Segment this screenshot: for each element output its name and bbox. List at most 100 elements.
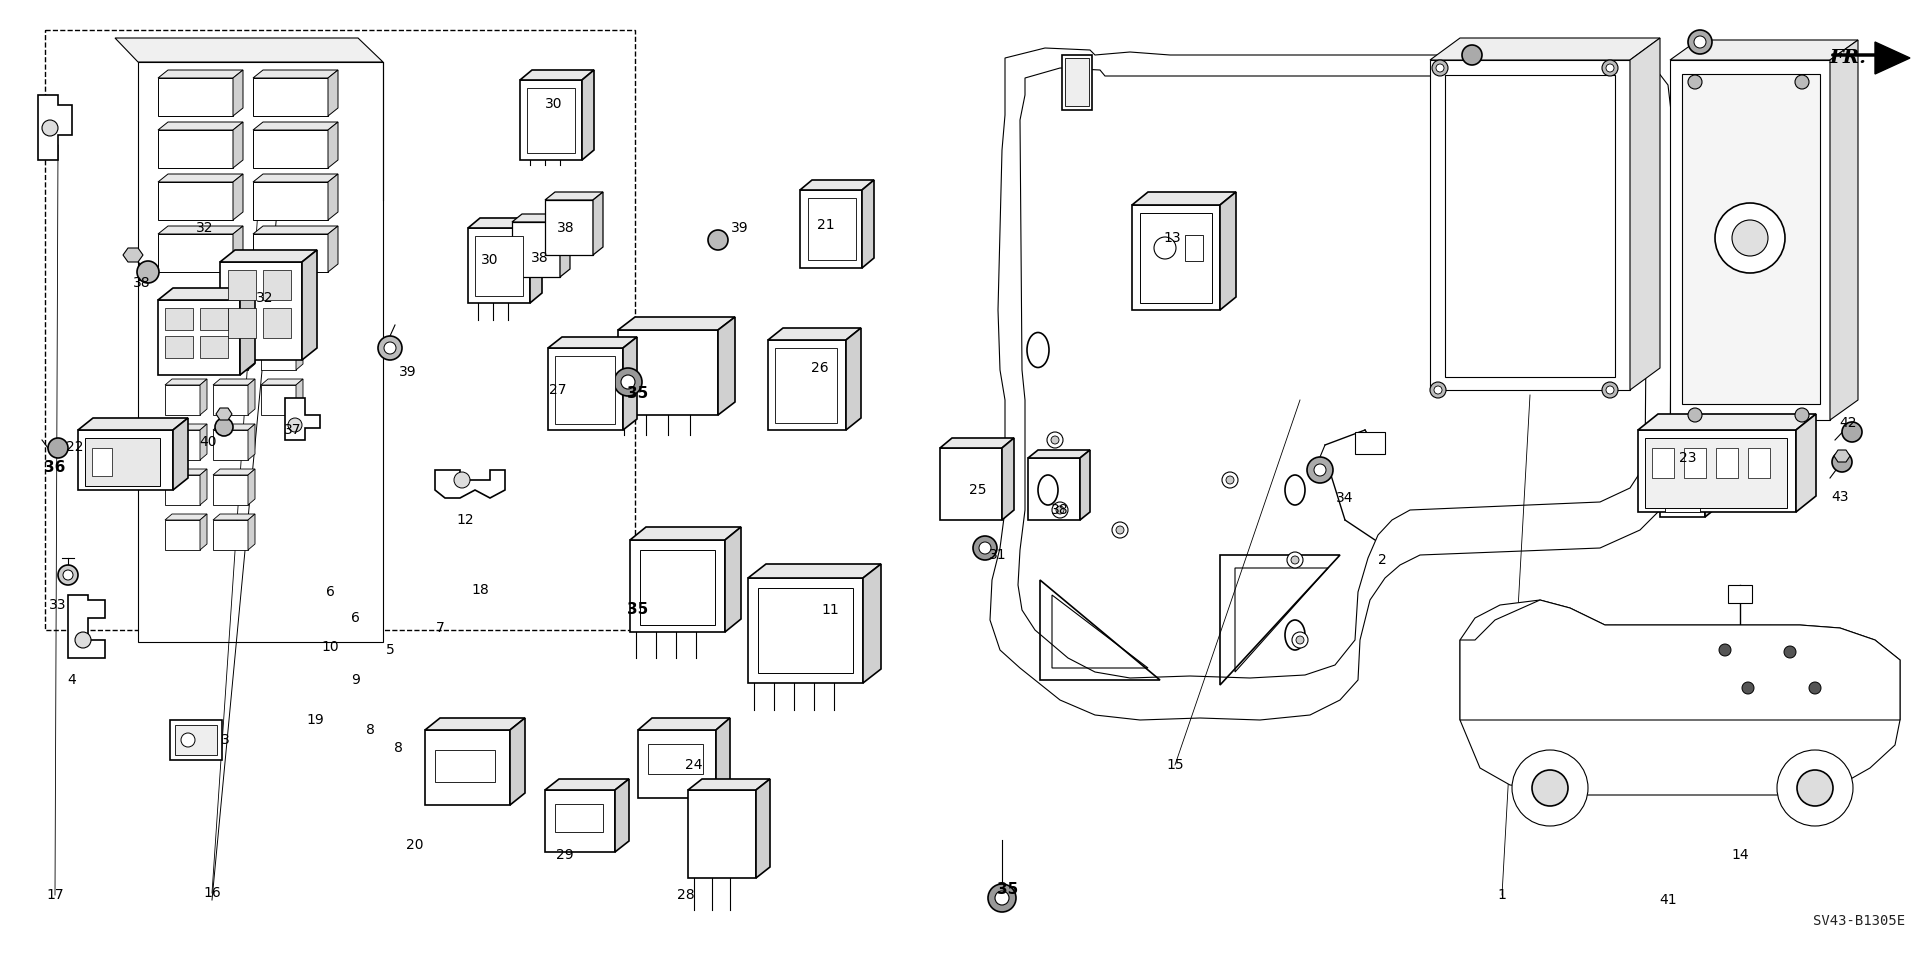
Bar [618,330,718,415]
Polygon shape [847,328,860,430]
Text: 4: 4 [67,673,77,687]
Text: 32: 32 [196,221,213,235]
Text: 8: 8 [365,723,374,737]
Polygon shape [284,398,321,440]
Bar [165,295,200,325]
Circle shape [1688,30,1713,54]
Bar [1747,448,1770,478]
Circle shape [1532,770,1569,806]
Polygon shape [561,214,570,277]
Polygon shape [1670,40,1859,60]
Polygon shape [513,214,570,222]
Polygon shape [248,514,255,550]
Text: 6: 6 [326,585,334,599]
Polygon shape [547,337,637,348]
Bar [941,448,1002,520]
Polygon shape [520,70,593,80]
Polygon shape [1876,42,1910,74]
Bar [84,438,159,486]
Circle shape [288,418,301,432]
Polygon shape [157,174,244,182]
Circle shape [1052,502,1068,518]
Polygon shape [253,174,338,182]
Bar [261,385,296,415]
Bar [808,198,856,260]
Circle shape [1693,36,1707,48]
Polygon shape [545,192,603,200]
Bar [157,234,232,272]
Polygon shape [157,226,244,234]
Polygon shape [1834,450,1851,462]
Circle shape [1112,522,1129,538]
Bar [213,430,248,460]
Circle shape [1116,526,1123,534]
Text: 3: 3 [221,733,228,747]
Text: 22: 22 [67,440,84,454]
Polygon shape [248,289,255,325]
Polygon shape [801,180,874,190]
Polygon shape [232,174,244,220]
Polygon shape [213,514,255,520]
Circle shape [1436,64,1444,72]
Circle shape [1290,556,1300,564]
Bar [92,448,111,476]
Text: 5: 5 [386,643,394,657]
Polygon shape [200,424,207,460]
Polygon shape [215,408,232,420]
Text: 31: 31 [989,548,1006,562]
Circle shape [1434,386,1442,394]
Text: 43: 43 [1832,490,1849,504]
Text: 34: 34 [1336,491,1354,505]
Circle shape [63,570,73,580]
Circle shape [1430,382,1446,398]
Bar [1716,448,1738,478]
Text: 16: 16 [204,886,221,900]
Bar [157,78,232,116]
Text: 35: 35 [996,882,1020,898]
Text: 36: 36 [44,460,65,474]
Bar [171,720,223,760]
Polygon shape [1027,450,1091,458]
Polygon shape [200,289,207,325]
Bar [228,308,255,338]
Circle shape [1601,382,1619,398]
Text: 27: 27 [549,383,566,397]
Bar [200,336,228,358]
Text: 42: 42 [1839,416,1857,430]
Circle shape [1605,386,1615,394]
Polygon shape [618,317,735,330]
Text: 13: 13 [1164,231,1181,245]
Bar [776,348,837,423]
Bar [545,790,614,852]
Polygon shape [862,564,881,683]
Circle shape [1809,682,1820,694]
Text: 18: 18 [470,583,490,597]
Circle shape [1795,408,1809,422]
Polygon shape [67,595,106,658]
Polygon shape [637,718,730,730]
Polygon shape [768,328,860,340]
Polygon shape [261,334,303,340]
Polygon shape [1459,600,1901,720]
Text: 33: 33 [50,598,67,612]
Circle shape [1513,750,1588,826]
Bar [253,234,328,272]
Bar [213,385,248,415]
Bar [165,336,194,358]
Polygon shape [1795,414,1816,512]
Bar [221,262,301,360]
Circle shape [42,120,58,136]
Text: 38: 38 [557,221,574,235]
Bar [468,228,530,303]
Circle shape [1795,75,1809,89]
Circle shape [1296,636,1304,644]
Bar [261,295,296,325]
Polygon shape [38,95,73,160]
Polygon shape [248,334,255,370]
Polygon shape [630,527,741,540]
Circle shape [1286,552,1304,568]
Polygon shape [301,250,317,360]
Bar [165,475,200,505]
Text: 14: 14 [1732,848,1749,862]
Polygon shape [862,180,874,268]
